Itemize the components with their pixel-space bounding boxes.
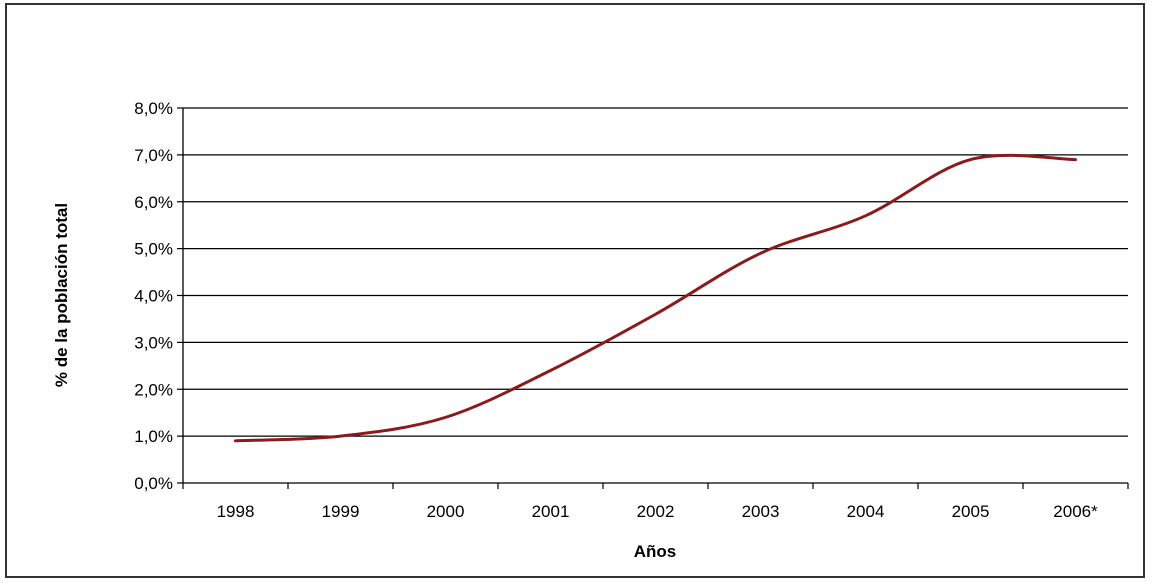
x-tick-label: 2006*	[1053, 502, 1098, 521]
y-tick-label: 5,0%	[134, 240, 173, 259]
y-tick-label: 0,0%	[134, 474, 173, 493]
y-axis-title: % de la población total	[52, 203, 71, 387]
y-tick-label: 2,0%	[134, 380, 173, 399]
x-tick-label: 2001	[532, 502, 570, 521]
y-tick-label: 1,0%	[134, 427, 173, 446]
series-lines	[234, 153, 1077, 443]
y-tick-label: 3,0%	[134, 333, 173, 352]
y-tick-label: 8,0%	[134, 99, 173, 118]
chart-frame	[5, 3, 1145, 578]
x-tick-label: 1999	[322, 502, 360, 521]
x-tick-label: 2005	[952, 502, 990, 521]
x-tick-label: 2000	[427, 502, 465, 521]
y-tick-label: 4,0%	[134, 287, 173, 306]
x-tick-label: 2002	[637, 502, 675, 521]
y-tick-label: 6,0%	[134, 193, 173, 212]
x-tick-label: 2003	[742, 502, 780, 521]
x-tick-label: 1998	[217, 502, 255, 521]
x-axis-ticks: 1998 1999 2000 2001 2002 2003 2004 2005 2006*	[182, 483, 1129, 521]
y-axis-ticks: 0,0% 1,0% 2,0% 3,0% 4,0% 5,0% 6,0% 7,0% 8,0%	[134, 99, 183, 493]
series-line-0	[234, 153, 1077, 443]
x-axis-title: Años	[634, 542, 677, 561]
y-tick-label: 7,0%	[134, 146, 173, 165]
x-tick-label: 2004	[847, 502, 885, 521]
